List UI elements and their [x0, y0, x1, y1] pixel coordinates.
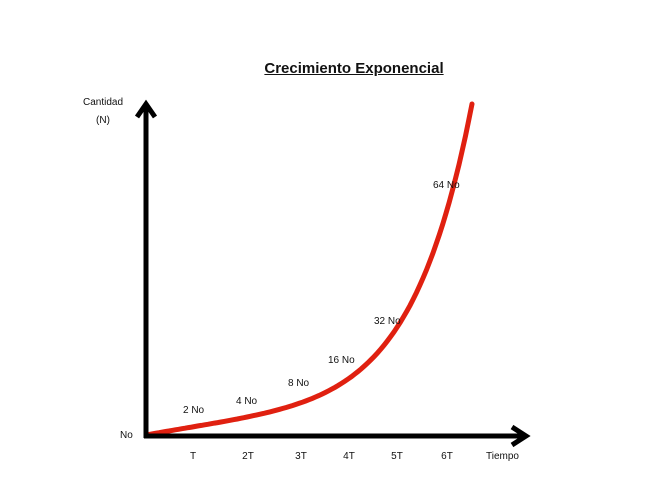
y-axis-label-line1: Cantidad: [82, 97, 124, 108]
y-axis-label: Cantidad (N): [70, 94, 136, 130]
data-label: 16 No: [328, 355, 355, 366]
x-axis-label: Tiempo: [486, 451, 519, 462]
data-label: 32 No: [374, 316, 401, 327]
x-tick-label: 3T: [295, 451, 307, 462]
data-label: 8 No: [288, 378, 310, 389]
x-tick-label: 2T: [242, 451, 254, 462]
data-label: 4 No: [236, 396, 258, 407]
x-tick-label: T: [189, 451, 197, 462]
x-axis-arrowhead: [510, 424, 531, 448]
x-tick-label: 5T: [391, 451, 403, 462]
x-tick-label: 6T: [441, 451, 453, 462]
chart-title: Crecimiento Exponencial: [264, 60, 444, 77]
y-axis-arrowhead: [134, 99, 158, 119]
y-axis-label-line2: (N): [96, 115, 110, 126]
exponential-curve: [143, 101, 475, 438]
x-tick-label: 4T: [343, 451, 355, 462]
data-label: 64 No: [433, 180, 460, 191]
origin-label: No: [120, 430, 133, 441]
data-label: 2 No: [183, 405, 205, 416]
